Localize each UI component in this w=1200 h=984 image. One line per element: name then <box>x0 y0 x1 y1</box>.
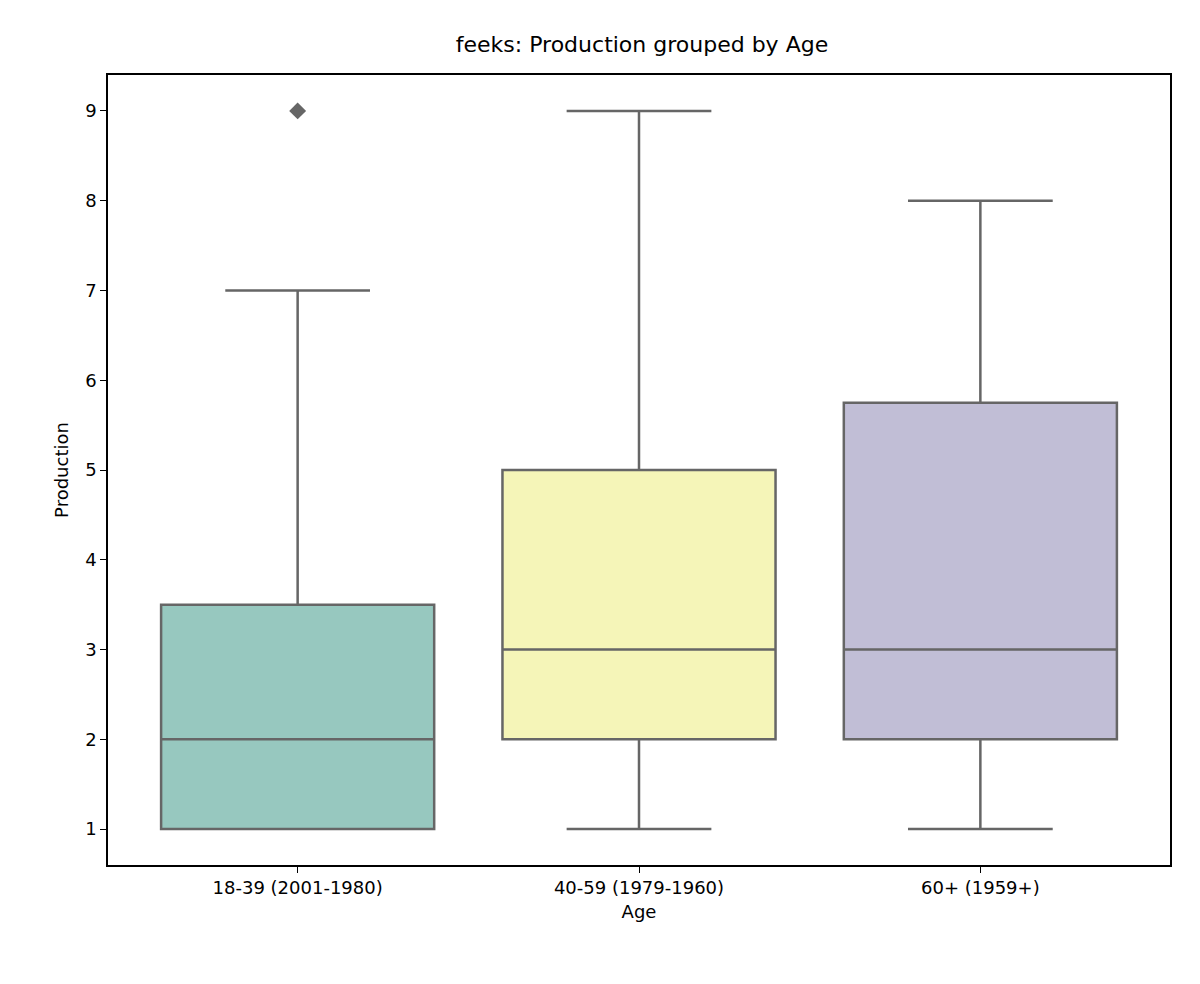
svg-text:Age: Age <box>622 901 657 922</box>
svg-text:18-39 (2001-1980): 18-39 (2001-1980) <box>213 877 383 898</box>
svg-text:4: 4 <box>85 549 96 570</box>
svg-text:8: 8 <box>85 190 96 211</box>
svg-text:9: 9 <box>85 100 96 121</box>
svg-text:feeks: Production grouped by A: feeks: Production grouped by Age <box>456 32 828 57</box>
svg-text:Production: Production <box>51 422 72 518</box>
svg-text:6: 6 <box>85 370 96 391</box>
svg-text:40-59 (1979-1960): 40-59 (1979-1960) <box>554 877 724 898</box>
svg-text:2: 2 <box>85 729 96 750</box>
svg-text:1: 1 <box>85 818 96 839</box>
svg-text:60+ (1959+): 60+ (1959+) <box>921 877 1040 898</box>
svg-text:3: 3 <box>85 639 96 660</box>
svg-text:5: 5 <box>85 459 96 480</box>
svg-text:7: 7 <box>85 280 96 301</box>
